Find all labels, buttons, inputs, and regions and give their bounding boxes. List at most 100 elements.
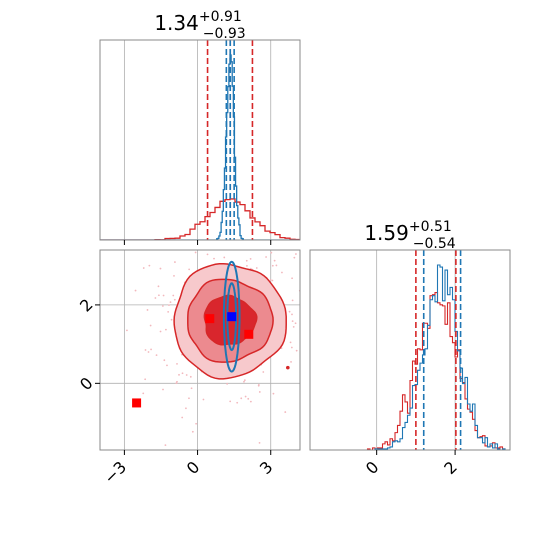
sample-dot	[190, 387, 193, 390]
sample-dot	[249, 257, 252, 260]
red-contour-inner-line	[203, 294, 258, 346]
sample-dot	[174, 261, 176, 263]
sample-dot	[157, 285, 160, 288]
red-square-marker	[132, 398, 142, 408]
sample-dot	[342, 263, 344, 265]
sample-dot	[326, 369, 328, 371]
sample-dot	[331, 233, 333, 235]
sample-dot	[148, 264, 151, 267]
red-histogram-x	[100, 198, 300, 240]
sample-dot	[185, 407, 187, 410]
sample-dot	[362, 245, 364, 247]
sample-dot	[255, 267, 258, 269]
sample-dot	[170, 318, 173, 321]
x-tick-label: 0	[183, 457, 204, 478]
sample-dot	[207, 240, 209, 242]
sample-dot	[341, 255, 343, 257]
sample-dot	[284, 411, 287, 413]
red-histogram-y	[310, 292, 510, 450]
sample-dot	[265, 256, 267, 258]
sample-dot	[185, 374, 188, 376]
sample-dot	[142, 392, 145, 395]
y-tick-label: 2	[76, 295, 97, 316]
blue-histogram-y	[310, 264, 510, 450]
sample-dot	[269, 279, 272, 281]
sample-dot	[169, 301, 172, 304]
sample-dot	[245, 259, 248, 262]
sample-dot	[229, 400, 232, 403]
sample-dot	[168, 304, 170, 307]
sample-dot	[289, 245, 291, 247]
sample-dot	[189, 375, 192, 378]
sample-dot	[265, 220, 267, 222]
sample-dot	[144, 378, 147, 381]
sample-dot	[188, 268, 191, 271]
title-minus-error: −0.54	[413, 236, 456, 252]
title-plus-error: +0.51	[409, 219, 452, 235]
sample-dot	[194, 251, 197, 254]
sample-dot	[316, 370, 318, 372]
sample-dot	[161, 305, 164, 307]
red-square-marker	[244, 329, 254, 339]
sample-dot	[243, 379, 246, 382]
sample-dot	[155, 354, 158, 357]
sample-dot	[181, 416, 184, 419]
sample-dot	[271, 264, 274, 267]
sample-dot	[246, 264, 248, 267]
sample-dot	[223, 256, 226, 259]
sample-dot	[134, 289, 137, 292]
sample-dot	[273, 259, 276, 262]
sample-dot	[172, 294, 175, 297]
sample-dot	[163, 359, 166, 362]
x-tick-label: 2	[440, 457, 461, 478]
sample-dot	[202, 398, 205, 401]
sample-dot	[146, 309, 149, 311]
sample-dot	[142, 267, 145, 269]
sample-dot	[162, 388, 164, 391]
title-param-x: 1.34+0.91 −0.93	[154, 9, 245, 42]
sample-dot	[150, 348, 152, 351]
sample-dot	[271, 279, 274, 282]
sample-dot	[176, 362, 178, 365]
scatter-panel-bottom-left: −3 0 3 0 2	[76, 160, 366, 488]
sample-dot	[173, 274, 175, 277]
x-tick-label: 3	[256, 457, 277, 478]
sample-dot	[277, 160, 279, 162]
hist-panel-top-left: 1.34+0.91 −0.93	[99, 9, 301, 245]
sample-dot	[78, 361, 80, 363]
sample-dot	[213, 257, 215, 260]
sample-dot	[198, 245, 200, 247]
sample-dot	[243, 380, 245, 383]
sample-dot	[159, 330, 162, 333]
title-param-y: 1.59+0.51 −0.54	[364, 219, 455, 252]
title-plus-error: +0.91	[199, 9, 242, 25]
sample-dot	[165, 328, 167, 331]
sample-dot	[211, 234, 213, 236]
sample-dot	[290, 361, 292, 363]
hist-panel-bottom-right: 0 2 1.59+0.51 −0.54	[309, 219, 511, 478]
sample-dot	[166, 364, 168, 367]
red-contour-outer-line	[173, 262, 287, 380]
sample-dot	[288, 310, 291, 313]
sample-dot	[277, 222, 279, 224]
sample-dot	[257, 383, 260, 386]
sample-dot	[206, 253, 209, 256]
sample-dot	[328, 294, 330, 296]
sample-dot	[195, 422, 198, 425]
sample-dot	[258, 442, 261, 444]
blue-square-marker	[227, 312, 237, 322]
sample-dot	[290, 346, 293, 349]
sample-dot	[281, 271, 283, 274]
sample-dot	[292, 325, 295, 328]
sample-dot	[191, 430, 194, 433]
sample-dot	[181, 372, 184, 375]
sample-dot	[291, 313, 293, 316]
sample-dot	[97, 359, 99, 361]
sample-dot	[295, 253, 297, 255]
sample-dot	[291, 213, 293, 215]
sample-dot	[176, 380, 178, 383]
sample-dot	[364, 285, 366, 287]
sample-dot	[144, 349, 147, 351]
sample-dot	[240, 397, 243, 400]
title-value: 1.34	[154, 11, 199, 35]
